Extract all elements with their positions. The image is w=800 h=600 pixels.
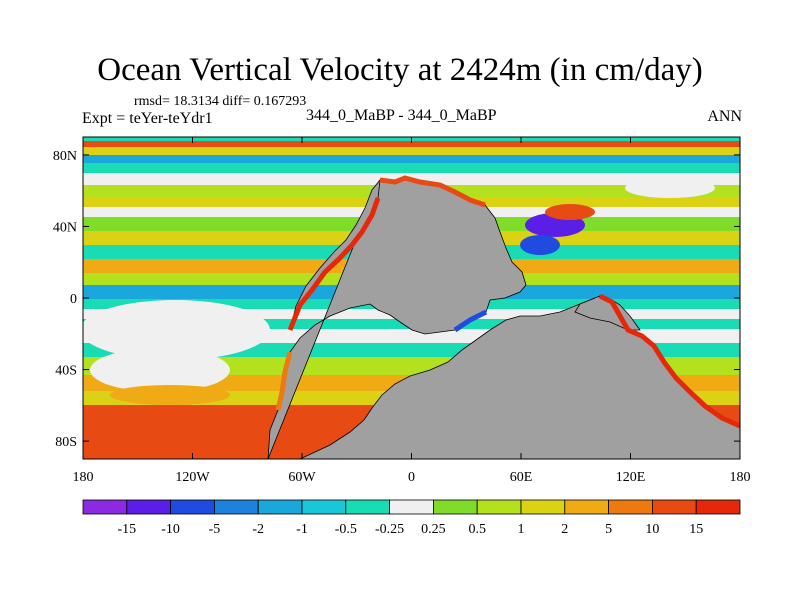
colorbar-label: 5 bbox=[605, 522, 612, 537]
stats-label: rmsd= 18.3134 diff= 0.167293 bbox=[134, 94, 307, 109]
colorbar-label: 1 bbox=[518, 522, 525, 537]
colorbar-swatch bbox=[389, 499, 434, 515]
colorbar: -15 -10 -5 -2 -1 -0.5 -0.25 0.25 0.5 1 2 5 10 15 bbox=[82, 499, 741, 537]
experiment-label: Expt = teYer-teYdr1 bbox=[82, 110, 213, 127]
x-axis: 180 120W 60W 0 60E 120E 180 bbox=[73, 137, 751, 485]
colorbar-swatch bbox=[695, 499, 741, 515]
colorbar-label: 15 bbox=[689, 522, 703, 537]
west-coast-fringe bbox=[287, 197, 381, 331]
colorbar-label: -10 bbox=[161, 522, 180, 537]
band-north-3 bbox=[83, 163, 740, 173]
y-tick-label: 80S bbox=[55, 435, 77, 450]
band-north-2 bbox=[83, 155, 740, 163]
coastal-fringe bbox=[275, 175, 740, 429]
colorbar-swatch bbox=[432, 499, 478, 515]
colorbar-label: 0.25 bbox=[421, 522, 446, 537]
colorbar-swatch bbox=[476, 499, 522, 515]
y-axis: 80N 40N 0 40S 80S bbox=[53, 149, 740, 450]
colorbar-swatch bbox=[564, 499, 609, 515]
colorbar-swatch bbox=[82, 499, 128, 515]
colorbar-swatch bbox=[213, 499, 259, 515]
tethys-coast-fringe bbox=[453, 309, 488, 333]
colorbar-swatch bbox=[257, 499, 303, 515]
chart-title: Ocean Vertical Velocity at 2424m (in cm/… bbox=[97, 52, 703, 88]
southwest-coast-fringe bbox=[275, 351, 293, 411]
colorbar-swatch bbox=[126, 499, 172, 515]
colorbar-label: 0.5 bbox=[468, 522, 486, 537]
y-tick-label: 40N bbox=[53, 220, 77, 235]
colorbar-label: -1 bbox=[296, 522, 308, 537]
y-tick-label: 0 bbox=[70, 292, 77, 307]
x-tick-label: 60W bbox=[288, 470, 316, 485]
colorbar-swatch bbox=[345, 499, 390, 515]
x-tick-label: 120W bbox=[175, 470, 210, 485]
colorbar-label: 2 bbox=[561, 522, 568, 537]
arctic-band bbox=[83, 141, 740, 147]
colorbar-label: 10 bbox=[645, 522, 659, 537]
colorbar-label: -0.5 bbox=[335, 522, 357, 537]
y-tick-label: 80N bbox=[53, 149, 77, 164]
x-tick-label: 180 bbox=[73, 470, 94, 485]
case-label: 344_0_MaBP - 344_0_MaBP bbox=[306, 107, 497, 124]
band-north-1 bbox=[83, 147, 740, 155]
north-coast-fringe bbox=[379, 175, 486, 208]
colorbar-label: -5 bbox=[209, 522, 221, 537]
south-pacific-downwelling-patch bbox=[83, 300, 270, 360]
colorbar-label: -0.25 bbox=[375, 522, 404, 537]
colorbar-swatch bbox=[652, 499, 697, 515]
x-tick-label: 120E bbox=[616, 470, 646, 485]
colorbar-swatch bbox=[520, 499, 566, 515]
tethys-patch bbox=[520, 235, 560, 255]
colorbar-swatch bbox=[301, 499, 347, 515]
x-tick-label: 60E bbox=[510, 470, 533, 485]
south-pacific-patch-2 bbox=[90, 348, 230, 392]
y-tick-label: 40S bbox=[55, 364, 77, 379]
southern-ocean-patch bbox=[110, 385, 230, 405]
tethys-patch-2 bbox=[545, 204, 595, 220]
north-pacific-patch bbox=[625, 178, 715, 198]
colorbar-swatch bbox=[608, 499, 653, 515]
colorbar-label: -2 bbox=[252, 522, 264, 537]
east-coast-fringe bbox=[598, 293, 740, 429]
season-label: ANN bbox=[707, 108, 742, 125]
x-tick-label: 0 bbox=[408, 470, 415, 485]
colorbar-label: -15 bbox=[117, 522, 136, 537]
colorbar-swatch bbox=[170, 499, 215, 515]
x-tick-label: 180 bbox=[730, 470, 751, 485]
